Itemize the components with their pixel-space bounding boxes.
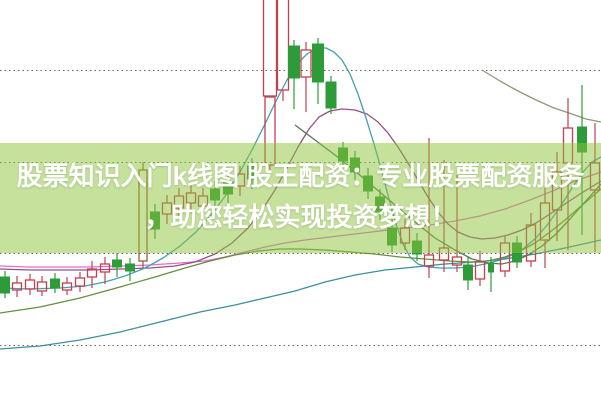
candle-body bbox=[86, 268, 98, 278]
candle-bullish bbox=[262, 0, 278, 97]
candle-bearish bbox=[288, 40, 300, 109]
candle-bullish bbox=[74, 272, 86, 292]
candle-bullish bbox=[24, 274, 36, 295]
candle-body bbox=[300, 49, 312, 78]
candle-body bbox=[50, 278, 60, 289]
headline-banner: 股票知识入门k线图 股王配资：专业股票配资服务 ，助您轻松实现投资梦想！ bbox=[0, 143, 601, 253]
candle-body bbox=[451, 256, 463, 266]
candle-body bbox=[61, 282, 73, 291]
candle-bullish bbox=[61, 277, 73, 295]
candle-body bbox=[0, 276, 10, 294]
candle-bullish bbox=[276, 0, 290, 101]
candle-body bbox=[276, 0, 290, 91]
candle-body bbox=[474, 261, 486, 280]
candle-body bbox=[288, 45, 300, 79]
candle-body bbox=[11, 282, 23, 291]
candle-bearish bbox=[0, 271, 10, 298]
candle-bullish bbox=[99, 257, 111, 284]
candle-bullish bbox=[300, 42, 312, 112]
candle-body bbox=[36, 281, 48, 292]
candle-bullish bbox=[11, 276, 23, 297]
headline-line-1: 股票知识入门k线图 股王配资：专业股票配资服务 bbox=[16, 161, 585, 191]
candle-bullish bbox=[86, 261, 98, 288]
candle-bearish bbox=[112, 253, 122, 277]
teal-long-ma bbox=[0, 239, 601, 350]
candle-bearish bbox=[312, 38, 324, 104]
candle-body bbox=[24, 279, 36, 290]
candle-bearish bbox=[463, 257, 473, 290]
candle-body bbox=[262, 0, 278, 97]
candle-bearish bbox=[488, 257, 494, 292]
gray-green-right-ma bbox=[481, 69, 601, 123]
candle-body bbox=[112, 259, 122, 268]
candle-body bbox=[99, 263, 111, 273]
candle-body bbox=[74, 277, 86, 287]
candle-body bbox=[423, 254, 435, 267]
candle-bearish bbox=[325, 76, 337, 114]
candle-body bbox=[488, 262, 494, 273]
candle-body bbox=[463, 264, 473, 281]
candle-body bbox=[125, 263, 135, 272]
candle-body bbox=[325, 81, 337, 109]
headline-line-2: ，助您轻松实现投资梦想！ bbox=[144, 202, 457, 232]
candle-bearish bbox=[50, 273, 60, 293]
candle-body bbox=[312, 43, 324, 83]
candle-bullish bbox=[36, 276, 48, 296]
candle-bullish bbox=[474, 251, 486, 286]
candle-bearish bbox=[125, 258, 135, 281]
